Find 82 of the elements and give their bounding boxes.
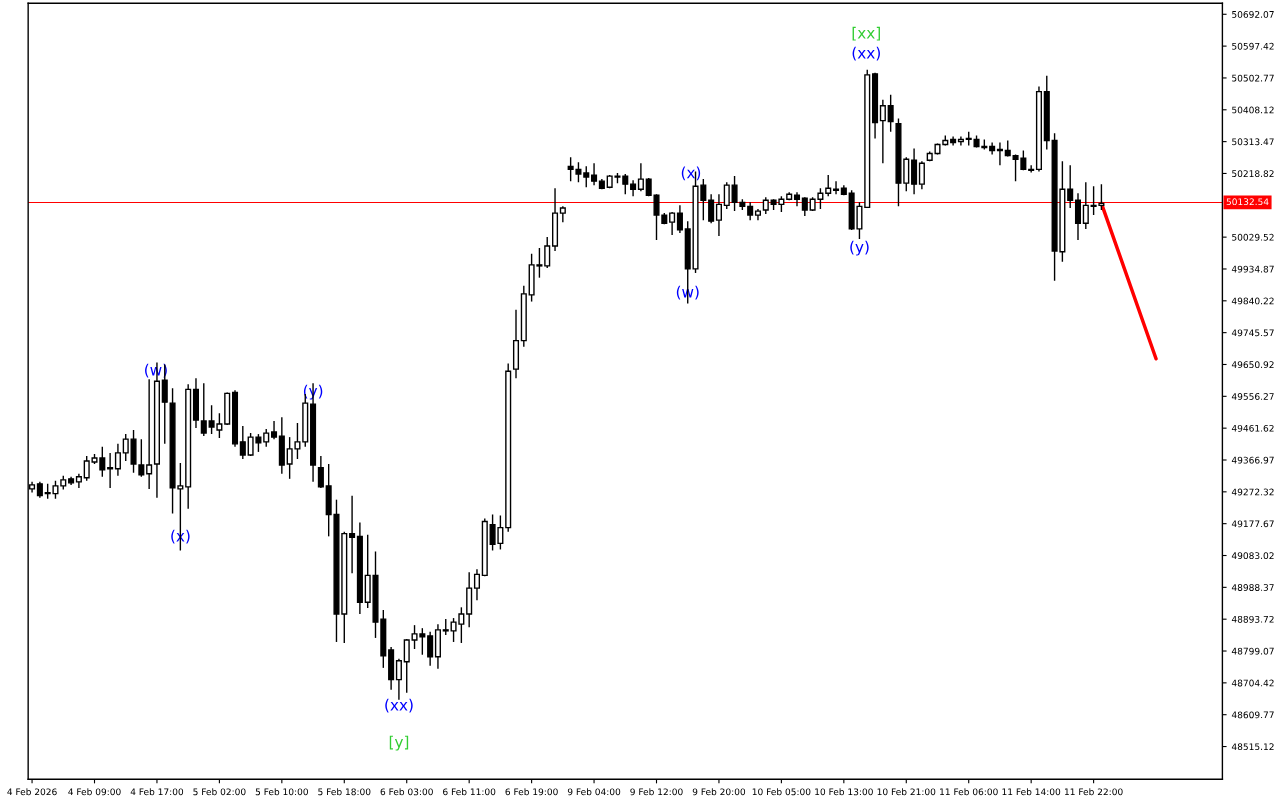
y-tick-label: 49461.62: [1231, 424, 1274, 432]
candlestick: [832, 180, 840, 195]
candlestick: [427, 631, 434, 667]
y-tick-label: 49745.57: [1231, 329, 1274, 337]
candlestick: [1074, 192, 1082, 241]
x-tick-label: 9 Feb 12:00: [630, 788, 683, 796]
candlestick: [473, 568, 481, 601]
candlestick: [918, 160, 925, 190]
candlestick: [715, 193, 722, 237]
candlestick: [317, 455, 324, 489]
candlestick: [583, 165, 590, 188]
candlestick: [957, 135, 964, 147]
x-tick-label: 10 Feb 21:00: [877, 788, 936, 796]
y-tick-label: 48988.37: [1231, 584, 1274, 591]
x-tick-label: 6 Feb 11:00: [443, 788, 496, 796]
y-tick-label: 50502.77: [1232, 74, 1274, 82]
candlestick: [887, 93, 894, 133]
candlestick: [270, 420, 278, 440]
y-tick-label: 50218.82: [1232, 170, 1274, 178]
candlestick: [879, 99, 886, 165]
annotation: (y): [850, 240, 869, 256]
y-tick-label: 49650.92: [1231, 361, 1274, 369]
x-tick-label: 4 Feb 2026: [7, 788, 57, 796]
candlestick: [637, 162, 644, 192]
x-tick-label: 11 Feb 06:00: [940, 788, 998, 796]
candlestick: [996, 141, 1003, 167]
y-tick-label: 48515.12: [1231, 743, 1274, 751]
candlestick: [708, 193, 715, 224]
x-tick-label: 4 Feb 17:00: [130, 788, 184, 796]
y-tick-label: 48609.77: [1231, 711, 1274, 719]
x-tick-label: 10 Feb 13:00: [815, 788, 873, 796]
x-tick-label: 10 Feb 05:00: [752, 788, 811, 796]
x-tick-label: 11 Feb 22:00: [1064, 788, 1123, 796]
candlestick: [911, 147, 918, 195]
y-tick-label: 49083.02: [1231, 552, 1274, 560]
y-tick-label: 50029.52: [1232, 233, 1274, 241]
candlestick: [239, 425, 246, 460]
annotation: [xx]: [852, 26, 880, 41]
candlestick: [669, 211, 676, 236]
candlestick: [825, 174, 832, 197]
x-tick-label: 9 Feb 20:00: [692, 788, 746, 796]
y-tick-label: 48893.72: [1231, 615, 1274, 623]
candlestick: [676, 204, 683, 234]
y-tick-label: 49177.67: [1231, 520, 1274, 528]
x-tick-label: 5 Feb 10:00: [255, 788, 308, 796]
candlestick: [544, 236, 551, 269]
candlestick: [723, 181, 730, 210]
annotation: (x): [681, 166, 701, 181]
candlestick: [114, 443, 121, 477]
y-tick-label: 50313.47: [1232, 138, 1274, 146]
y-tick-label: 50408.12: [1232, 106, 1274, 114]
y-tick-label: 49272.32: [1231, 488, 1274, 496]
candlestick: [349, 494, 356, 575]
y-tick-label: 50597.42: [1232, 42, 1274, 50]
y-tick-label: 48704.42: [1231, 679, 1274, 687]
candlestick: [200, 382, 207, 437]
annotation: (xx): [385, 698, 413, 713]
candlestick: [146, 378, 153, 490]
x-tick-label: 5 Feb 18:00: [318, 788, 371, 796]
y-tick-label: 50692.07: [1232, 11, 1274, 18]
x-tick-label: 11 Feb 14:00: [1002, 788, 1061, 796]
ref-line-label: 50132.54: [1226, 198, 1269, 206]
candlestick: [989, 141, 996, 156]
candlestick: [801, 196, 808, 217]
candlestick: [1082, 181, 1089, 230]
x-tick-label: 5 Feb 02:00: [193, 788, 246, 796]
x-tick-label: 6 Feb 03:00: [380, 788, 433, 796]
x-tick-label: 6 Feb 19:00: [505, 788, 558, 796]
y-tick-label: 49934.87: [1231, 265, 1274, 273]
annotation: [y]: [389, 735, 409, 751]
candlestick: [793, 191, 801, 208]
candlestick: [591, 162, 598, 186]
y-tick-label: 49840.22: [1231, 297, 1274, 305]
x-tick-label: 4 Feb 09:00: [68, 788, 121, 796]
x-tick-label: 9 Feb 04:00: [567, 788, 621, 796]
annotation: (xx): [852, 46, 880, 61]
y-tick-label: 49366.97: [1231, 456, 1274, 464]
candlestick: [1028, 164, 1035, 174]
y-tick-label: 48799.07: [1231, 647, 1274, 655]
candlestick: [107, 452, 114, 489]
y-tick-label: 49556.27: [1231, 393, 1274, 400]
candlestick: [1067, 164, 1074, 209]
